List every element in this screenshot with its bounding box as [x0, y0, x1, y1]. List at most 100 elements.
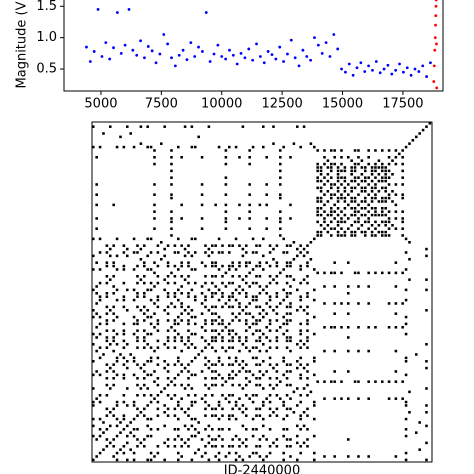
recurrence-cell [200, 336, 204, 339]
recurrence-cell [224, 162, 228, 166]
recurrence-cell [306, 363, 309, 366]
recurrence-cell [173, 329, 177, 332]
recurrence-cell [425, 366, 428, 370]
recurrence-cell [370, 230, 374, 234]
recurrence-cell [268, 356, 272, 360]
recurrence-cell [95, 349, 98, 353]
data-point [371, 68, 374, 72]
recurrence-cell [353, 207, 357, 210]
recurrence-cell [282, 404, 285, 407]
recurrence-cell [211, 261, 214, 264]
recurrence-cell [353, 166, 357, 169]
recurrence-cell [364, 176, 367, 179]
recurrence-cell [384, 207, 387, 210]
recurrence-cell [204, 377, 207, 380]
y-axis-label: Magnitude (V [15, 1, 30, 88]
recurrence-cell [401, 302, 404, 305]
recurrence-cell [207, 247, 211, 251]
data-point [435, 42, 438, 46]
recurrence-cell [187, 394, 190, 397]
recurrence-cell [343, 186, 347, 190]
recurrence-cell [238, 261, 241, 264]
recurrence-cell [231, 295, 234, 298]
recurrence-cell [149, 268, 153, 271]
recurrence-cell [285, 428, 289, 431]
recurrence-cell [279, 176, 282, 179]
recurrence-cell [245, 322, 248, 326]
recurrence-cell [255, 383, 258, 387]
recurrence-cell [173, 336, 177, 339]
recurrence-cell [180, 261, 183, 264]
recurrence-cell [228, 298, 231, 302]
recurrence-cell [109, 254, 112, 258]
recurrence-cell [211, 322, 214, 326]
recurrence-cell [245, 295, 248, 298]
recurrence-cell [98, 237, 102, 241]
recurrence-cell [367, 455, 370, 458]
recurrence-cell [109, 309, 112, 312]
recurrence-cell [200, 455, 204, 458]
recurrence-cell [275, 414, 279, 417]
recurrence-cell [285, 261, 289, 264]
data-point [359, 61, 363, 65]
recurrence-cell [428, 122, 432, 125]
recurrence-cell [255, 295, 258, 298]
recurrence-cell [231, 438, 234, 441]
recurrence-cell [265, 438, 268, 441]
recurrence-cell [394, 380, 398, 383]
recurrence-cell [384, 186, 387, 190]
recurrence-cell [336, 224, 340, 227]
recurrence-cell [238, 319, 241, 322]
recurrence-cell [221, 264, 224, 268]
recurrence-cell [347, 217, 350, 220]
recurrence-cell [221, 322, 224, 326]
recurrence-cell [296, 424, 299, 428]
recurrence-cell [377, 230, 381, 234]
recurrence-cell [139, 142, 143, 145]
recurrence-cell [302, 309, 306, 312]
recurrence-cell [289, 305, 292, 309]
recurrence-cell [136, 329, 139, 332]
recurrence-cell [109, 387, 112, 390]
recurrence-cell [401, 326, 404, 329]
x-tick-label: 15000 [322, 97, 363, 112]
recurrence-cell [139, 278, 143, 281]
recurrence-cell [384, 173, 387, 176]
recurrence-cell [245, 377, 248, 380]
recurrence-cell [381, 234, 384, 237]
recurrence-cell [180, 302, 183, 305]
y-tick-label: 1.5 [36, 0, 57, 14]
recurrence-cell [217, 428, 221, 431]
recurrence-cell [105, 305, 109, 309]
recurrence-cell [381, 176, 384, 179]
recurrence-cell [248, 162, 251, 166]
data-point [212, 52, 216, 56]
recurrence-cell [214, 305, 217, 309]
recurrence-cell [350, 159, 353, 162]
recurrence-cell [98, 251, 102, 254]
recurrence-cell [299, 377, 302, 380]
recurrence-cell [95, 438, 98, 441]
recurrence-cell [333, 312, 336, 315]
recurrence-cell [234, 451, 238, 455]
recurrence-cell [92, 288, 95, 292]
recurrence-cell [115, 417, 119, 421]
recurrence-cell [401, 183, 404, 186]
recurrence-cell [241, 247, 245, 251]
recurrence-cell [323, 302, 326, 305]
recurrence-cell [316, 176, 319, 179]
recurrence-cell [241, 343, 245, 346]
recurrence-cell [265, 285, 268, 288]
recurrence-cell [258, 414, 262, 417]
recurrence-cell [245, 336, 248, 339]
recurrence-cell [211, 438, 214, 441]
recurrence-cell [333, 349, 336, 353]
recurrence-cell [153, 183, 156, 186]
recurrence-cell [156, 305, 160, 309]
recurrence-cell [149, 298, 153, 302]
recurrence-cell [231, 377, 234, 380]
recurrence-cell [401, 156, 404, 159]
recurrence-cell [299, 268, 302, 271]
recurrence-cell [160, 142, 163, 145]
recurrence-cell [98, 434, 102, 438]
